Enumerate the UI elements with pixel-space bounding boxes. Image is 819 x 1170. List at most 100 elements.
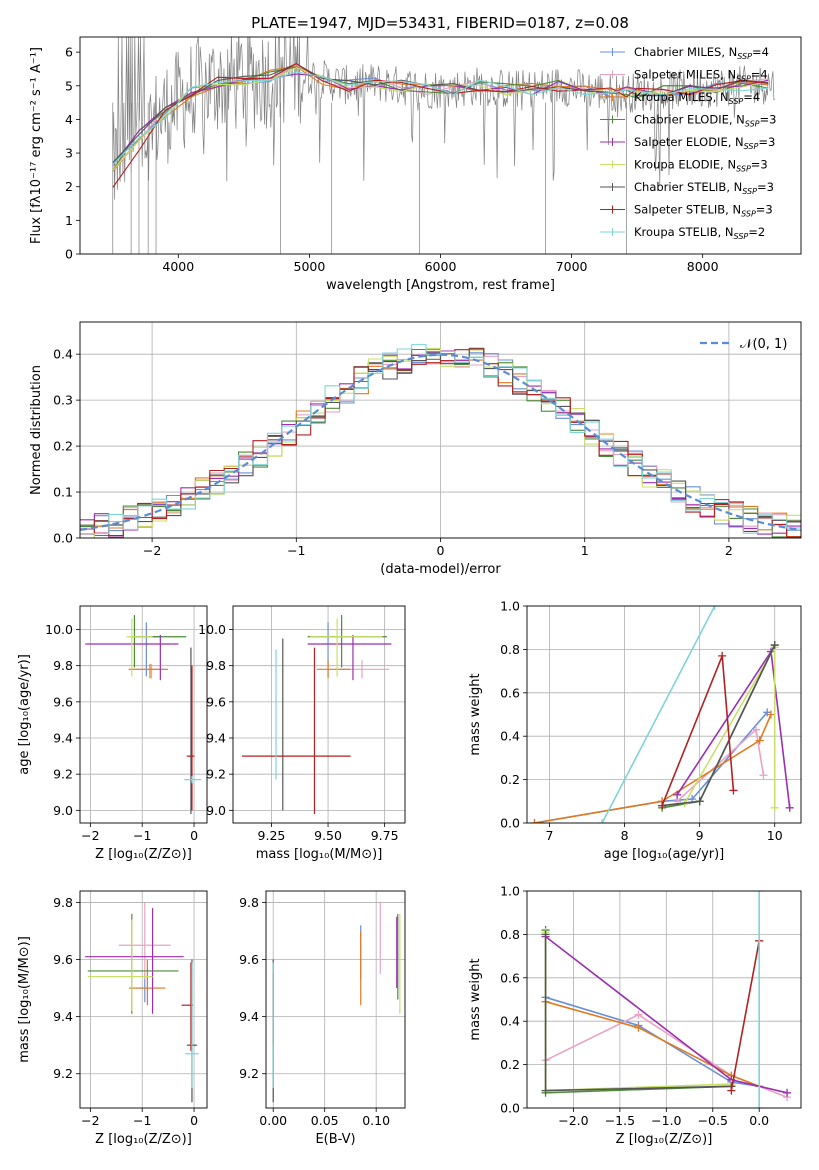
y-tick-label: 9.4	[53, 1009, 73, 1024]
y-axis-label: mass weight	[468, 958, 483, 1040]
gaussian-curve	[80, 353, 801, 531]
x-tick-label: 2	[725, 543, 733, 558]
weight-marker	[785, 803, 794, 812]
y-tick-label: 0.3	[53, 393, 73, 408]
x-tick-label: 9.25	[258, 828, 286, 843]
x-tick-label: −0.5	[698, 1113, 728, 1128]
x-tick-label: 4000	[162, 259, 194, 274]
errorbar-point-7	[181, 962, 194, 1051]
weight-marker	[541, 1086, 550, 1095]
weight-marker	[770, 641, 779, 650]
y-tick-label: 0.1	[53, 485, 73, 500]
y-tick-label: 9.6	[53, 952, 73, 967]
legend-label: Chabrier ELODIE, NSSP=3	[634, 113, 776, 129]
weight-marker	[530, 819, 539, 823]
x-tick-label: 7000	[556, 259, 588, 274]
weight-marker	[598, 819, 607, 823]
legend-label: Salpeter MILES, NSSP=4	[634, 68, 768, 84]
y-tick-label: 9.0	[206, 803, 226, 818]
x-axis-label: Z [log₁₀(Z/Z⊙)]	[616, 1132, 713, 1147]
axes-weight_vs_Z: −2.0 −1.5 −1.0 −0.5 0.0 0.0 0.2 0.4 0.6 0.8 1.0 Z […	[468, 884, 801, 1147]
y-tick-label: 0.0	[53, 531, 73, 546]
y-tick-label: 1	[65, 213, 73, 228]
x-tick-label: 9.50	[314, 828, 342, 843]
errorbar-point-5	[309, 618, 383, 677]
y-tick-label: 6	[65, 45, 73, 60]
y-tick-label: 1.0	[500, 884, 520, 899]
legend-label: Chabrier STELIB, NSSP=3	[634, 180, 774, 196]
y-tick-label: 5	[65, 78, 73, 93]
weight-marker	[755, 736, 764, 745]
axes-age_vs_Z: −2 −1 0 9.0 9.2 9.4 9.6 9.8 10.0 Z [log₁₀(Z/Z⊙)] a…	[17, 606, 207, 862]
plot-area-mass_vs_Z	[85, 902, 199, 1103]
x-tick-label: −1	[133, 1113, 151, 1128]
axes-age_vs_mass: 9.25 9.50 9.75 9.0 9.2 9.4 9.6 9.8 10.0 mass [log…	[198, 606, 405, 862]
errorbar-point-8	[185, 962, 199, 1089]
errorbar-point-4	[307, 634, 392, 681]
x-tick-label: −1	[287, 543, 305, 558]
axes-frame-age_vs_Z	[79, 605, 208, 824]
x-tick-label: 1	[581, 543, 589, 558]
x-tick-label: −2	[143, 543, 161, 558]
errorbar-point-7	[186, 665, 195, 811]
axes-mass_vs_Z: −2 −1 0 9.2 9.4 9.6 9.8 Z [log₁₀(Z/Z⊙)] mass [lo…	[17, 891, 207, 1147]
axes-frame-age_vs_mass	[232, 605, 406, 824]
x-tick-label: 10	[767, 828, 783, 843]
y-tick-label: 9.4	[206, 731, 226, 746]
y-axis-label: mass weight	[468, 673, 483, 755]
y-tick-label: 9.8	[239, 895, 259, 910]
y-tick-label: 0.8	[500, 927, 520, 942]
y-tick-label: 9.4	[239, 1009, 259, 1024]
legend-label: Salpeter ELODIE, NSSP=3	[634, 135, 775, 151]
x-axis-label: age [log₁₀(age/yr)]	[604, 847, 725, 862]
errorbar-point-3	[131, 615, 187, 668]
x-tick-label: 0.0	[749, 1113, 769, 1128]
y-tick-label: 9.2	[53, 1066, 73, 1081]
axes-frame-mass_vs_Z	[79, 890, 208, 1109]
weight-marker	[695, 797, 704, 806]
y-tick-label: 0.2	[500, 772, 520, 787]
x-tick-label: 5000	[294, 259, 326, 274]
weight-series-7	[730, 940, 760, 1091]
x-axis-label: E(B-V)	[315, 1132, 355, 1147]
plot-area-age_vs_mass	[242, 615, 392, 814]
x-tick-label: −2	[81, 1113, 99, 1128]
y-tick-label: 10.0	[198, 622, 226, 637]
weight-series-3	[661, 644, 776, 809]
model-spectrum-7	[112, 63, 769, 188]
weight-marker	[541, 930, 550, 939]
model-spectrum-8	[112, 71, 769, 165]
y-tick-label: 3	[65, 146, 73, 161]
x-axis-label: wavelength [Angstrom, rest frame]	[326, 278, 555, 293]
axes-frame-mass_vs_ebv	[265, 890, 406, 1109]
legend-label: Salpeter STELIB, NSSP=3	[634, 203, 773, 219]
errorbar-point-5	[126, 618, 153, 677]
weight-marker	[658, 801, 667, 810]
y-tick-label: 9.4	[53, 731, 73, 746]
plot-area-mass_vs_ebv	[272, 902, 401, 1103]
residual-histogram-7	[80, 348, 801, 538]
y-axis-label: Normed distribution	[29, 365, 44, 495]
y-tick-label: 9.0	[53, 803, 73, 818]
axes-spectrum: 4000 5000 6000 7000 8000 0 1 2 3 4 5 6 wavelength [A…	[29, 37, 776, 293]
weight-series-2	[534, 714, 772, 823]
errorbar-point-1	[118, 902, 171, 980]
y-axis-label: age [log₁₀(age/yr)]	[17, 654, 32, 775]
x-tick-label: −2	[81, 828, 99, 843]
x-tick-label: 0	[437, 543, 445, 558]
x-tick-label: 0.10	[362, 1113, 390, 1128]
x-tick-label: −2.0	[558, 1113, 588, 1128]
x-tick-label: 0	[190, 828, 198, 843]
axes-mass_vs_ebv: 0.00 0.05 0.10 9.2 9.4 9.6 9.8 E(B-V)	[239, 891, 405, 1147]
y-tick-label: 0.0	[500, 816, 520, 831]
axes-frame-spectrum	[79, 36, 802, 255]
x-tick-label: 0	[190, 1113, 198, 1128]
y-tick-label: 9.2	[53, 767, 73, 782]
plot-area-spectrum	[112, 37, 776, 254]
x-tick-label: 8000	[687, 259, 719, 274]
weight-series-5	[683, 644, 776, 808]
y-tick-label: 9.6	[53, 694, 73, 709]
y-tick-label: 9.2	[206, 767, 226, 782]
weight-marker	[751, 725, 760, 734]
weight-series-0	[545, 996, 760, 1088]
